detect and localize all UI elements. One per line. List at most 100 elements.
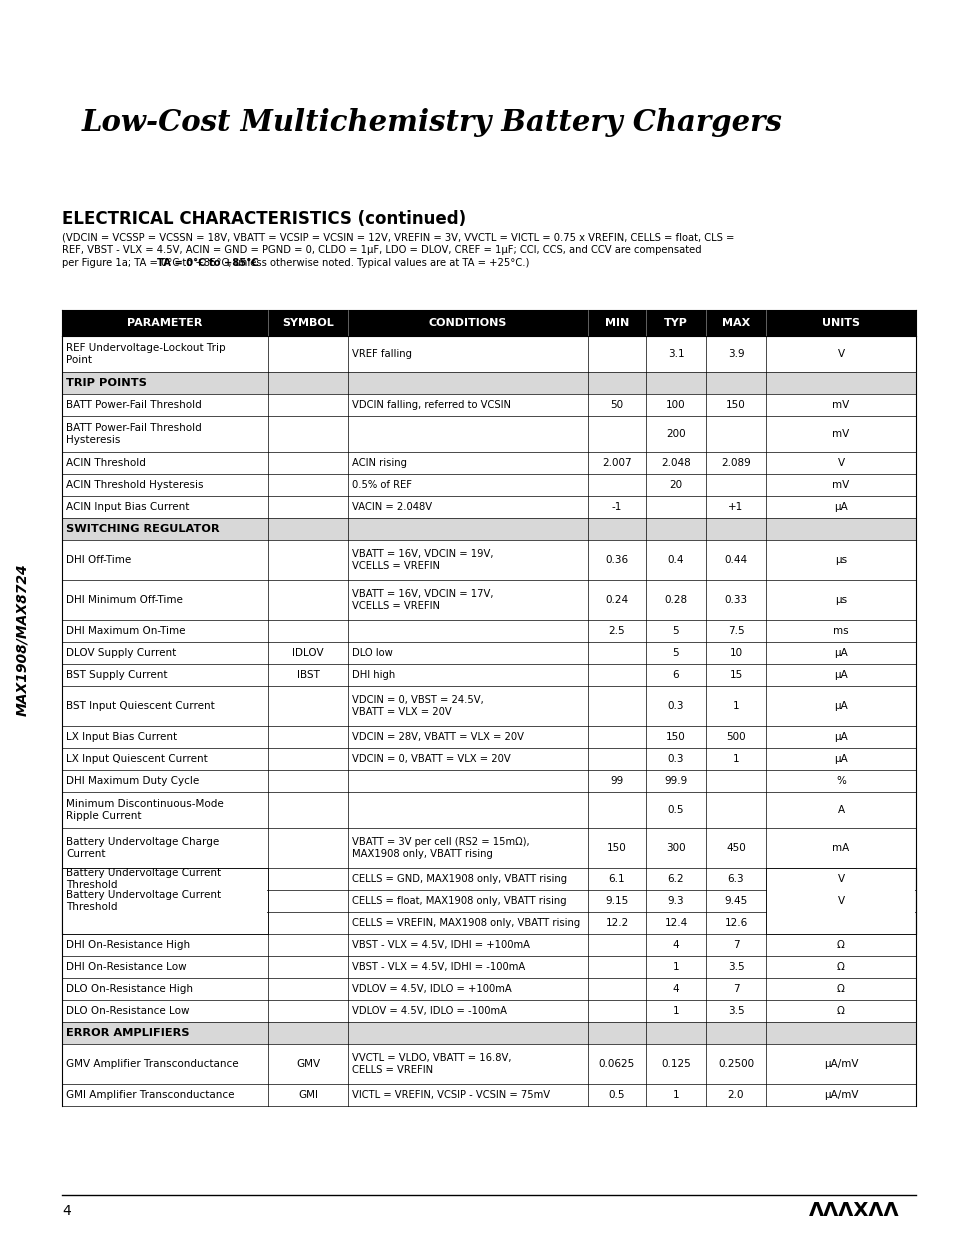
Bar: [62, 1023, 915, 1044]
Text: μA: μA: [833, 648, 847, 658]
Text: Ω: Ω: [836, 940, 844, 950]
Text: Ω: Ω: [836, 984, 844, 994]
Text: 100: 100: [665, 400, 685, 410]
Text: 0.28: 0.28: [663, 595, 687, 605]
Text: IDLOV: IDLOV: [292, 648, 323, 658]
Text: Low-Cost Multichemistry Battery Chargers: Low-Cost Multichemistry Battery Chargers: [82, 107, 782, 137]
Text: +1: +1: [727, 501, 742, 513]
Text: VDCIN falling, referred to VCSIN: VDCIN falling, referred to VCSIN: [352, 400, 511, 410]
Text: 1: 1: [672, 1091, 679, 1100]
Text: VREF falling: VREF falling: [352, 350, 412, 359]
Text: 99.9: 99.9: [663, 776, 687, 785]
Text: 99: 99: [610, 776, 623, 785]
Text: Minimum Discontinuous-Mode
Ripple Current: Minimum Discontinuous-Mode Ripple Curren…: [66, 799, 224, 821]
Text: UNITS: UNITS: [821, 317, 859, 329]
Text: 7: 7: [732, 940, 739, 950]
Text: DHI On-Resistance High: DHI On-Resistance High: [66, 940, 190, 950]
Text: 500: 500: [725, 732, 745, 742]
Bar: [63, 868, 267, 934]
Text: mA: mA: [832, 844, 849, 853]
Text: 7: 7: [732, 984, 739, 994]
Text: 450: 450: [725, 844, 745, 853]
Text: 6.1: 6.1: [608, 874, 624, 884]
Text: μA/mV: μA/mV: [822, 1091, 858, 1100]
Text: 1: 1: [732, 755, 739, 764]
Text: 2.048: 2.048: [660, 458, 690, 468]
Text: ΛΛΛXΛΛ: ΛΛΛXΛΛ: [808, 1202, 899, 1220]
Text: 2.089: 2.089: [720, 458, 750, 468]
Text: ERROR AMPLIFIERS: ERROR AMPLIFIERS: [66, 1028, 190, 1037]
Text: -1: -1: [611, 501, 621, 513]
Text: IBST: IBST: [296, 671, 319, 680]
Text: 20: 20: [669, 480, 681, 490]
Text: LX Input Quiescent Current: LX Input Quiescent Current: [66, 755, 208, 764]
Text: GMI Amplifier Transconductance: GMI Amplifier Transconductance: [66, 1091, 234, 1100]
Text: 0.4: 0.4: [667, 555, 683, 564]
Text: DHI Off-Time: DHI Off-Time: [66, 555, 132, 564]
Text: DHI Maximum On-Time: DHI Maximum On-Time: [66, 626, 185, 636]
Text: DLO low: DLO low: [352, 648, 393, 658]
Text: ACIN Threshold Hysteresis: ACIN Threshold Hysteresis: [66, 480, 203, 490]
Text: 7.5: 7.5: [727, 626, 743, 636]
Text: 12.2: 12.2: [605, 918, 628, 927]
Text: μA: μA: [833, 732, 847, 742]
Text: VDCIN = 28V, VBATT = VLX = 20V: VDCIN = 28V, VBATT = VLX = 20V: [352, 732, 523, 742]
Text: μs: μs: [834, 555, 846, 564]
Text: 0.2500: 0.2500: [718, 1058, 753, 1070]
Text: 0.5: 0.5: [667, 805, 683, 815]
Text: ACIN Threshold: ACIN Threshold: [66, 458, 146, 468]
Text: CONDITIONS: CONDITIONS: [428, 317, 507, 329]
Text: BST Supply Current: BST Supply Current: [66, 671, 168, 680]
Text: 0.24: 0.24: [605, 595, 628, 605]
Bar: [62, 517, 915, 540]
Text: 9.3: 9.3: [667, 897, 683, 906]
Text: DHI Minimum Off-Time: DHI Minimum Off-Time: [66, 595, 183, 605]
Text: Battery Undervoltage Current
Threshold: Battery Undervoltage Current Threshold: [66, 890, 221, 911]
Text: DHI On-Resistance Low: DHI On-Resistance Low: [66, 962, 187, 972]
Text: μA/mV: μA/mV: [822, 1058, 858, 1070]
Text: mV: mV: [832, 429, 849, 438]
Text: 6.2: 6.2: [667, 874, 683, 884]
Text: 9.15: 9.15: [605, 897, 628, 906]
Text: ELECTRICAL CHARACTERISTICS (continued): ELECTRICAL CHARACTERISTICS (continued): [62, 210, 466, 228]
Text: 0.5: 0.5: [608, 1091, 624, 1100]
Text: ms: ms: [832, 626, 848, 636]
Text: VACIN = 2.048V: VACIN = 2.048V: [352, 501, 432, 513]
Text: 300: 300: [665, 844, 685, 853]
Text: DHI Maximum Duty Cycle: DHI Maximum Duty Cycle: [66, 776, 199, 785]
Text: CELLS = GND, MAX1908 only, VBATT rising: CELLS = GND, MAX1908 only, VBATT rising: [352, 874, 566, 884]
Bar: [766, 868, 915, 934]
Text: 4: 4: [62, 1204, 71, 1218]
Text: VVCTL = VLDO, VBATT = 16.8V,
CELLS = VREFIN: VVCTL = VLDO, VBATT = 16.8V, CELLS = VRE…: [352, 1053, 511, 1074]
Text: %: %: [835, 776, 845, 785]
Text: μA: μA: [833, 501, 847, 513]
Text: BATT Power-Fail Threshold: BATT Power-Fail Threshold: [66, 400, 201, 410]
Text: Battery Undervoltage Current
Threshold: Battery Undervoltage Current Threshold: [66, 868, 221, 889]
Text: 150: 150: [665, 732, 685, 742]
Text: mV: mV: [832, 400, 849, 410]
Text: 1: 1: [672, 962, 679, 972]
Text: VBATT = 16V, VDCIN = 17V,
VCELLS = VREFIN: VBATT = 16V, VDCIN = 17V, VCELLS = VREFI…: [352, 589, 493, 611]
Text: 5: 5: [672, 626, 679, 636]
Text: Ω: Ω: [836, 1007, 844, 1016]
Text: 1: 1: [732, 701, 739, 711]
Text: VDLOV = 4.5V, IDLO = -100mA: VDLOV = 4.5V, IDLO = -100mA: [352, 1007, 506, 1016]
Text: 12.4: 12.4: [663, 918, 687, 927]
Text: μs: μs: [834, 595, 846, 605]
Text: MAX: MAX: [721, 317, 749, 329]
Text: GMV Amplifier Transconductance: GMV Amplifier Transconductance: [66, 1058, 238, 1070]
Text: 0.0625: 0.0625: [598, 1058, 635, 1070]
Text: mV: mV: [832, 480, 849, 490]
Text: 2.0: 2.0: [727, 1091, 743, 1100]
Text: 12.6: 12.6: [723, 918, 747, 927]
Text: V: V: [837, 897, 843, 906]
Text: BST Input Quiescent Current: BST Input Quiescent Current: [66, 701, 214, 711]
Text: 150: 150: [606, 844, 626, 853]
Text: 150: 150: [725, 400, 745, 410]
Text: ACIN rising: ACIN rising: [352, 458, 407, 468]
Text: VICTL = VREFIN, VCSIP - VCSIN = 75mV: VICTL = VREFIN, VCSIP - VCSIN = 75mV: [352, 1091, 550, 1100]
Text: 3.5: 3.5: [727, 962, 743, 972]
Text: Battery Undervoltage Charge
Current: Battery Undervoltage Charge Current: [66, 837, 219, 858]
Text: μA: μA: [833, 755, 847, 764]
Text: 6: 6: [672, 671, 679, 680]
